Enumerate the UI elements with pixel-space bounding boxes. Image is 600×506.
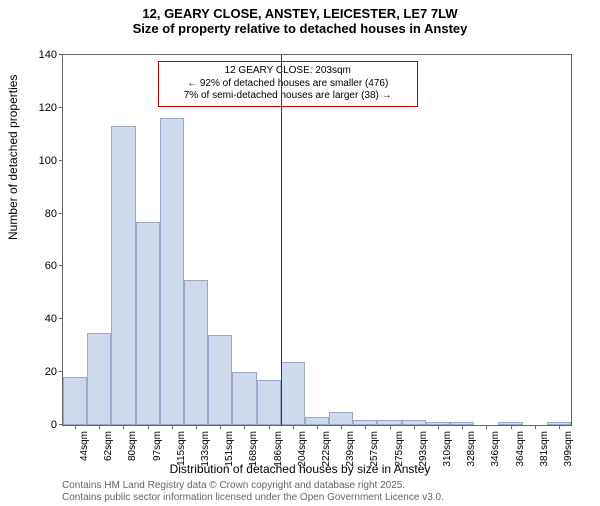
x-tick-mark	[293, 425, 294, 429]
x-tick-label: 44sqm	[79, 431, 90, 461]
y-tick-label: 60	[45, 260, 57, 272]
histogram-bar	[63, 377, 87, 425]
x-tick-label: 97sqm	[152, 431, 163, 461]
histogram-bar	[329, 412, 353, 425]
x-tick-mark	[269, 425, 270, 429]
x-tick-label: 80sqm	[127, 431, 138, 461]
histogram-bar	[232, 372, 256, 425]
reference-line	[281, 55, 282, 426]
x-tick-mark	[196, 425, 197, 429]
y-tick-label: 20	[45, 366, 57, 378]
annotation-line-1: 12 GEARY CLOSE: 203sqm	[165, 65, 411, 78]
histogram-bar	[111, 126, 135, 425]
x-tick-label: 115sqm	[176, 431, 187, 466]
x-tick-mark	[462, 425, 463, 429]
x-tick-mark	[148, 425, 149, 429]
y-tick-label: 40	[45, 313, 57, 325]
x-tick-mark	[438, 425, 439, 429]
x-tick-label: 62sqm	[103, 431, 114, 461]
y-tick-label: 80	[45, 208, 57, 220]
annotation-line-3: 7% of semi-detached houses are larger (3…	[165, 90, 411, 103]
y-tick-mark	[59, 265, 63, 266]
annotation-line-2: ← 92% of detached houses are smaller (47…	[165, 78, 411, 91]
x-tick-mark	[99, 425, 100, 429]
histogram-bar	[136, 222, 160, 426]
histogram-bar	[208, 335, 232, 425]
x-tick-mark	[220, 425, 221, 429]
histogram-bar	[87, 333, 111, 426]
y-axis-label: Number of detached properties	[6, 75, 20, 240]
y-tick-label: 100	[39, 155, 57, 167]
attribution-line-1: Contains HM Land Registry data © Crown c…	[62, 480, 444, 492]
chart-title-line2: Size of property relative to detached ho…	[0, 21, 600, 36]
reference-annotation-box: 12 GEARY CLOSE: 203sqm ← 92% of detached…	[158, 61, 418, 107]
x-tick-mark	[486, 425, 487, 429]
histogram-bar	[160, 118, 184, 425]
histogram-bar	[257, 380, 281, 425]
y-tick-mark	[59, 318, 63, 319]
chart-title-line1: 12, GEARY CLOSE, ANSTEY, LEICESTER, LE7 …	[0, 6, 600, 21]
x-tick-mark	[123, 425, 124, 429]
y-tick-mark	[59, 213, 63, 214]
x-tick-mark	[365, 425, 366, 429]
x-tick-mark	[172, 425, 173, 429]
histogram-bar	[281, 362, 305, 425]
x-tick-mark	[559, 425, 560, 429]
y-tick-mark	[59, 107, 63, 108]
x-tick-mark	[317, 425, 318, 429]
x-tick-mark	[390, 425, 391, 429]
y-tick-label: 120	[39, 102, 57, 114]
attribution-text: Contains HM Land Registry data © Crown c…	[62, 480, 444, 504]
x-tick-mark	[511, 425, 512, 429]
x-tick-mark	[414, 425, 415, 429]
y-tick-mark	[59, 371, 63, 372]
y-tick-label: 140	[39, 49, 57, 61]
x-tick-mark	[341, 425, 342, 429]
y-tick-label: 0	[51, 419, 57, 431]
x-tick-mark	[75, 425, 76, 429]
histogram-bar	[184, 280, 208, 425]
attribution-line-2: Contains public sector information licen…	[62, 492, 444, 504]
histogram-bar	[305, 417, 329, 425]
x-tick-mark	[244, 425, 245, 429]
chart-plot-area: 12 GEARY CLOSE: 203sqm ← 92% of detached…	[62, 54, 572, 426]
y-tick-mark	[59, 160, 63, 161]
x-axis-label: Distribution of detached houses by size …	[0, 462, 600, 476]
y-tick-mark	[59, 54, 63, 55]
x-tick-mark	[535, 425, 536, 429]
